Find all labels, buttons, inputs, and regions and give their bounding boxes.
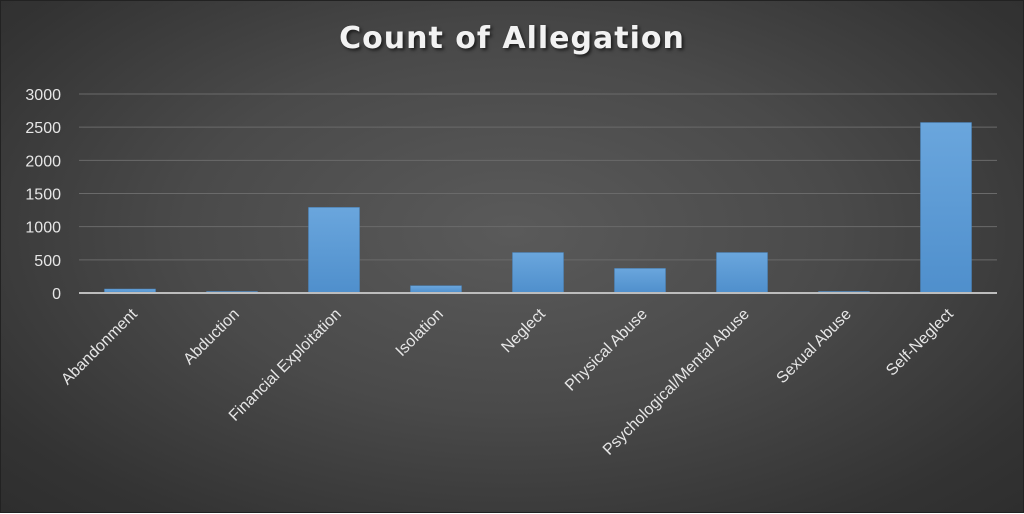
x-category-label: Neglect <box>498 305 549 356</box>
x-category-label: Abandonment <box>58 305 141 388</box>
x-category-label: Sexual Abuse <box>774 306 855 387</box>
bars <box>104 122 972 294</box>
x-category-label: Abduction <box>180 306 242 368</box>
x-category-label: Physical Abuse <box>562 306 651 395</box>
bar <box>308 207 360 294</box>
y-tick-label: 2000 <box>25 153 61 170</box>
labels: 0 500 1000 1500 2000 2500 3000 Abandonment Abduc… <box>25 87 957 459</box>
chart-title: Count of Allegation <box>339 21 685 56</box>
bar <box>614 268 666 294</box>
y-tick-label: 1000 <box>25 220 61 237</box>
x-category-label: Financial Exploitation <box>226 306 345 425</box>
y-tick-label: 1500 <box>25 187 61 204</box>
y-tick-label: 500 <box>34 253 61 270</box>
bar <box>410 285 462 294</box>
y-tick-label: 3000 <box>25 87 61 104</box>
bar <box>920 122 972 294</box>
x-category-label: Isolation <box>393 306 447 360</box>
y-tick-label: 0 <box>52 286 61 303</box>
bar <box>512 252 564 294</box>
y-tick-label: 2500 <box>25 120 61 137</box>
gridlines <box>79 93 997 261</box>
bar <box>716 252 768 294</box>
x-category-label: Self-Neglect <box>883 305 957 379</box>
